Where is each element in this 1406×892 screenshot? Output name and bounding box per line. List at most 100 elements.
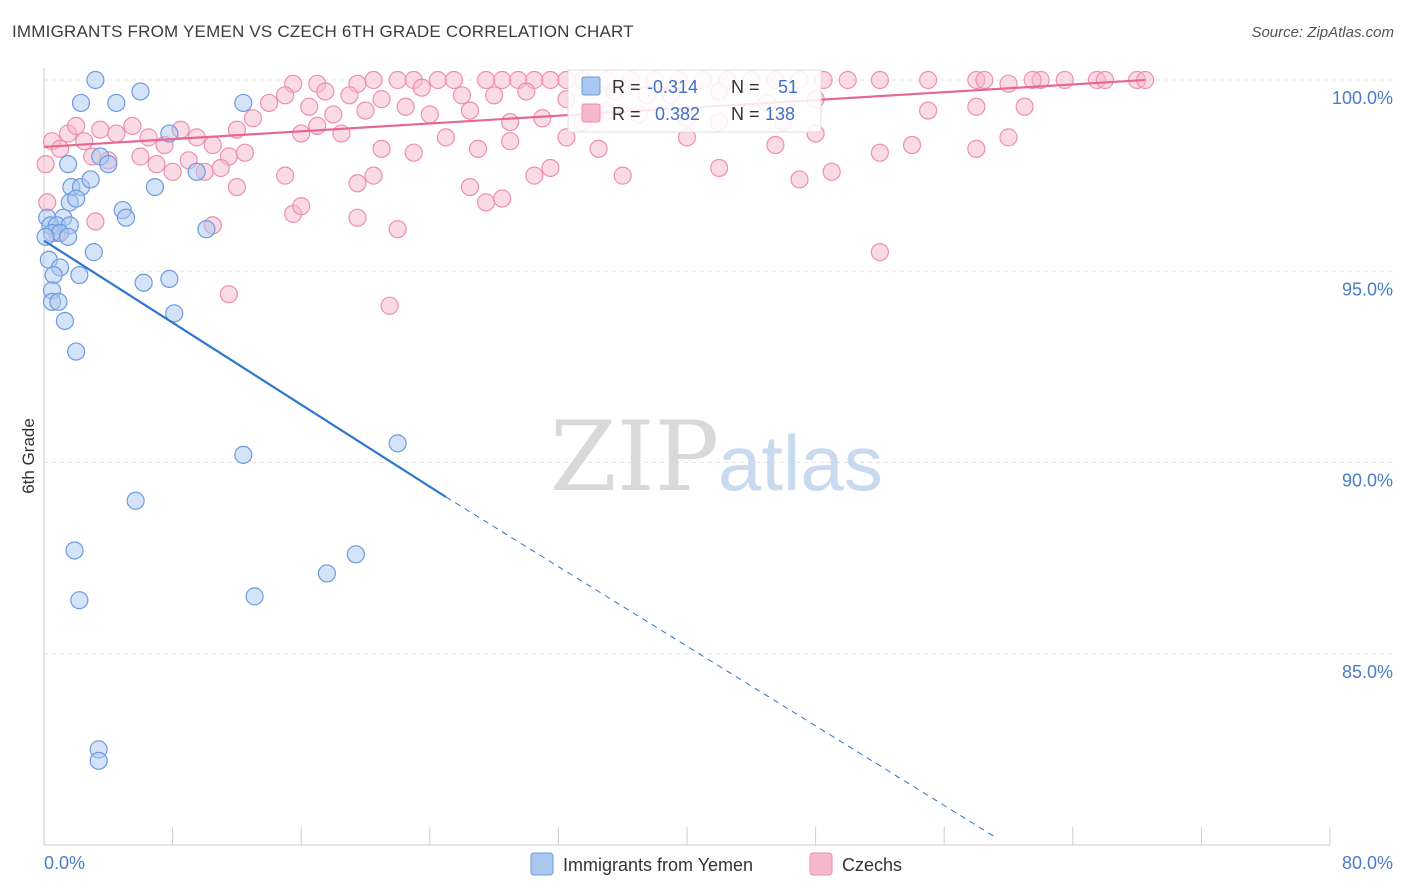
data-point [91,120,110,139]
data-point [99,155,118,174]
stats-n-label-yemen: N = [731,77,760,97]
data-point [67,342,86,361]
data-point [460,101,480,120]
data-point [541,158,560,178]
legend-swatch-czechs [809,852,833,876]
data-point [919,70,938,90]
data-point [838,70,857,90]
data-point [160,269,179,288]
y-tick-label: 100.0% [1332,88,1393,108]
data-point [308,116,327,136]
data-point [107,93,126,113]
watermark: ZIP atlas [550,401,883,513]
data-point [364,166,383,185]
stats-r-label-yemen: R = [612,77,641,97]
data-point [107,124,126,143]
data-point [870,70,890,90]
stats-r-value-yemen: -0.314 [647,77,698,97]
data-point [316,82,335,101]
data-point [50,139,70,158]
data-point [460,178,480,197]
data-point [234,445,253,464]
data-point [613,166,632,185]
data-point [420,105,439,124]
data-point [346,545,365,564]
data-point [1015,97,1034,116]
data-point [234,93,253,113]
data-point [75,132,94,151]
data-point [533,109,552,128]
data-point [870,243,890,262]
data-point [243,109,263,128]
data-point [967,139,986,158]
data-point [187,162,206,181]
trend-line-yemen [43,239,447,498]
data-point [89,751,108,770]
data-point [70,265,89,285]
data-point [485,86,504,105]
data-point [388,70,407,90]
data-point [557,128,576,147]
data-point [525,166,544,185]
data-point [259,93,279,113]
stats-r-label-czechs: R = [612,104,641,124]
watermark-zip: ZIP [550,401,719,513]
stats-n-label-czechs: N = [731,104,760,124]
data-point [501,112,520,132]
data-point [65,541,84,560]
data-point [501,132,520,151]
stats-n-value-yemen: 51 [778,77,798,97]
data-point [300,97,319,116]
data-point [1095,70,1115,90]
data-point [493,70,512,90]
data-point [131,147,150,166]
data-point [766,135,785,155]
data-point [36,155,55,174]
data-point [324,105,343,124]
data-point [372,90,391,109]
stats-legend: R = -0.314 N = 51 R = 0.382 N = 138 [567,69,822,133]
watermark-atlas: atlas [718,419,883,507]
data-point [999,74,1018,93]
data-point [227,178,246,197]
data-point [999,128,1018,147]
data-point [197,220,216,239]
data-point [476,193,496,212]
data-point [396,97,415,116]
data-point [86,70,105,90]
data-point [517,82,536,101]
data-point [59,155,78,174]
data-point [452,86,472,105]
series-legend: Immigrants from Yemen Czechs [530,852,902,876]
trend-line-yemen-extrapolated [445,496,996,838]
data-point [902,135,922,155]
data-point [44,265,63,285]
data-point [444,70,464,90]
x-tick-min: 0.0% [44,853,85,873]
data-point [203,135,222,155]
legend-label-yemen: Immigrants from Yemen [563,855,753,875]
data-point [919,101,938,120]
legend-swatch-yemen [530,852,554,876]
data-point [412,78,431,97]
data-point [967,97,986,116]
y-axis-title: 6th Grade [19,418,38,494]
data-point [348,208,367,227]
data-point [211,158,230,178]
data-point [134,273,153,292]
data-point [38,193,57,212]
data-point [163,162,182,181]
data-point [348,174,367,193]
x-tick-max: 80.0% [1342,853,1393,873]
data-point [790,170,809,189]
y-tick-label: 90.0% [1342,471,1393,491]
data-point [219,285,238,304]
data-point [317,564,337,583]
y-tick-label: 85.0% [1342,662,1393,682]
data-point [276,86,295,105]
data-point [388,434,407,453]
data-point [428,70,447,90]
data-point [404,143,423,162]
data-point [116,208,136,227]
data-point [493,189,512,208]
